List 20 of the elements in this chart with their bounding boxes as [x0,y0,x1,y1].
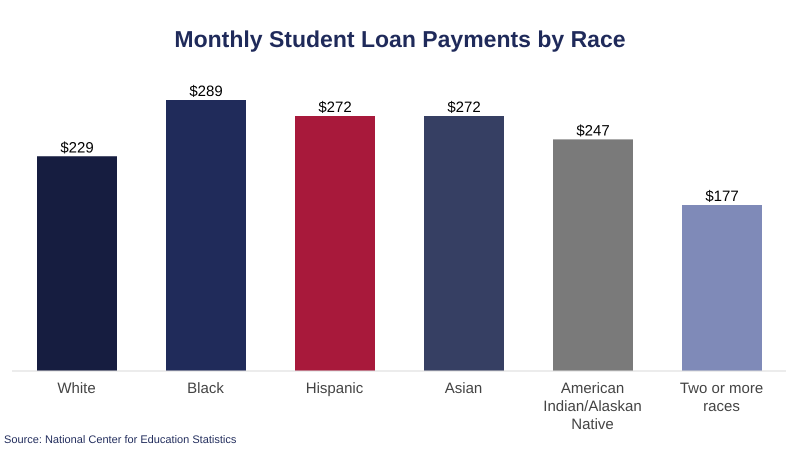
data-label: $272 [318,98,352,116]
data-label: $247 [576,122,610,140]
x-tick-label: White [57,380,96,397]
x-tick-label: American Indian/Alaskan Native [543,380,642,433]
data-label: $289 [189,83,223,100]
bar [166,100,246,371]
bar [424,116,504,371]
bar [553,139,633,371]
x-tick-label: Two or more races [680,380,764,415]
x-tick-label: Asian [444,380,482,397]
bar [295,116,375,371]
data-label: $229 [60,139,94,156]
source-note: Source: National Center for Education Statistics [4,434,236,446]
data-label: $177 [705,188,739,206]
bar [682,205,762,371]
x-tick-label: Hispanic [306,380,364,397]
data-label: $272 [447,98,481,116]
bar [37,156,117,371]
chart-title: Monthly Student Loan Payments by Race [173,26,627,53]
x-tick-label: Black [187,380,224,397]
